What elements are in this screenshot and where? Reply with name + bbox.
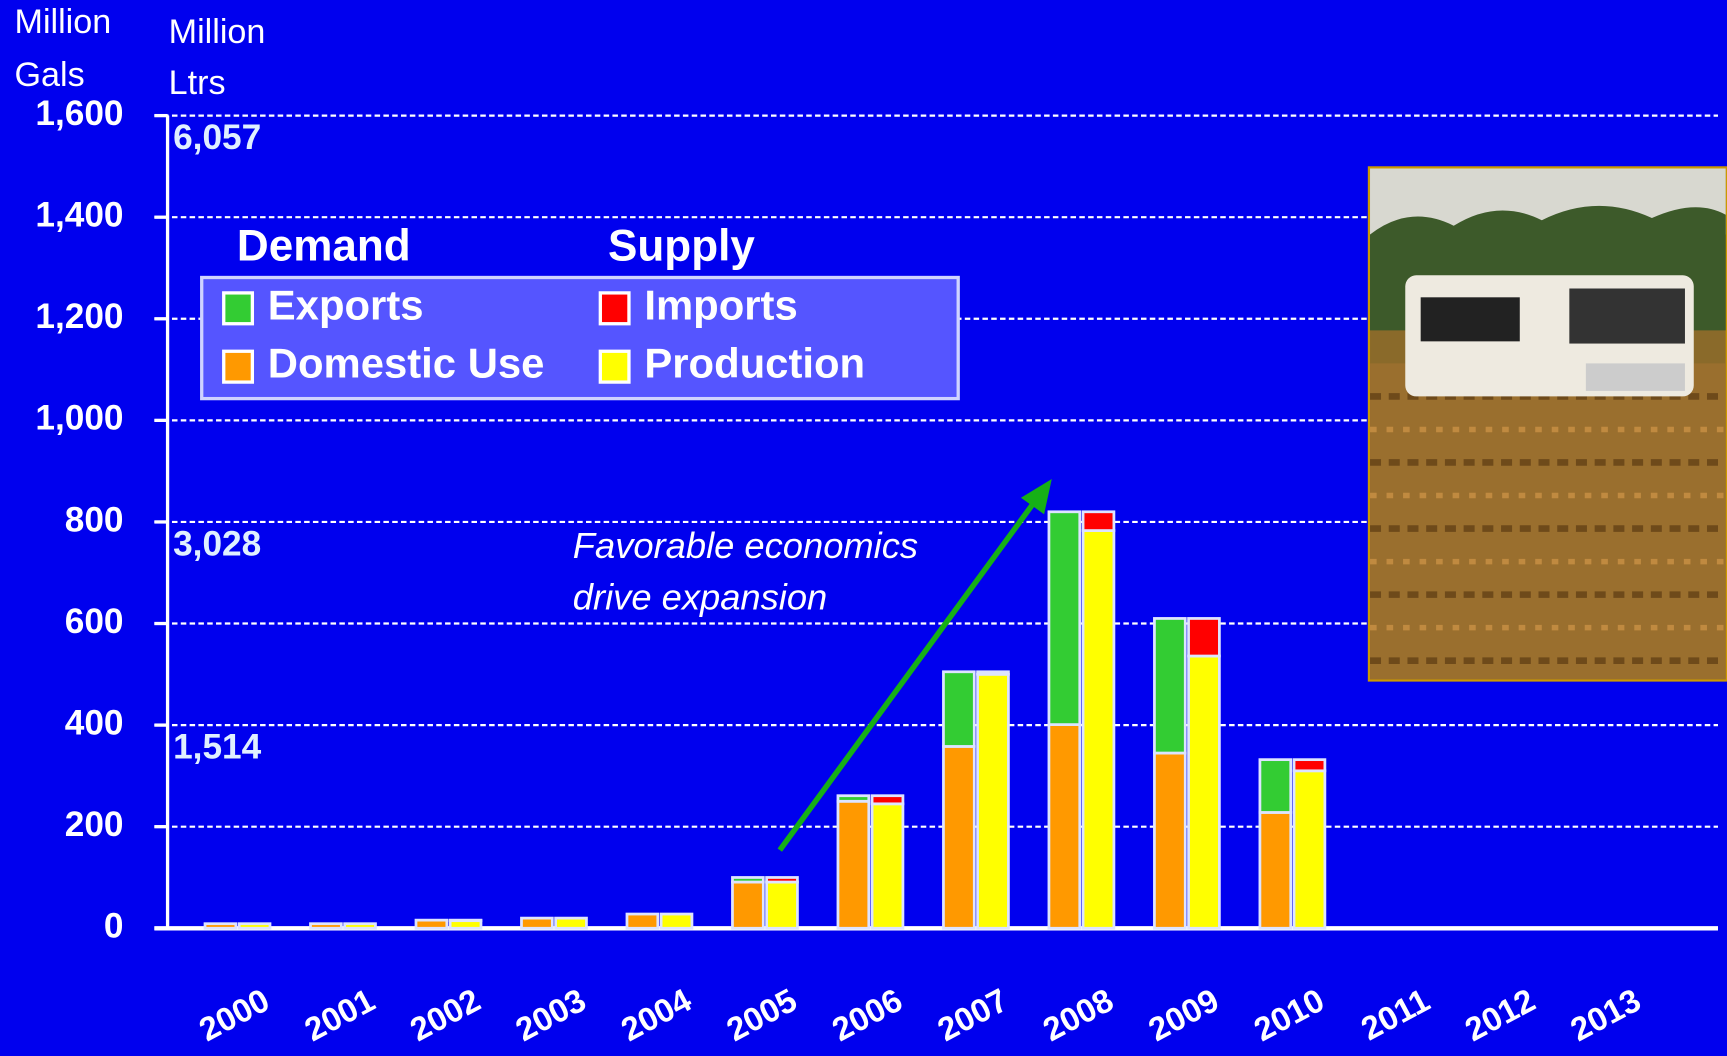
bar-segment xyxy=(765,876,799,884)
bar-segment xyxy=(309,922,343,930)
bar-segment xyxy=(520,916,554,930)
bar-segment xyxy=(836,799,871,930)
bar-segment xyxy=(1187,617,1221,658)
y-tick-label: 200 xyxy=(65,805,124,844)
legend-label: Imports xyxy=(644,281,797,328)
legend-header: Supply xyxy=(608,221,755,270)
y2-tick-label: 6,057 xyxy=(173,118,261,157)
bar-segment xyxy=(942,745,976,930)
bar-segment xyxy=(976,672,1010,930)
y-tick-label: 400 xyxy=(65,703,124,742)
y2-tick-label: 1,514 xyxy=(173,728,262,767)
bar-segment xyxy=(1292,769,1327,930)
legend-swatch xyxy=(222,291,255,326)
legend-box xyxy=(200,275,960,401)
y2-axis-title: Million xyxy=(169,13,266,51)
photo xyxy=(1367,166,1727,682)
y-tick-label: 1,200 xyxy=(35,297,123,336)
bar-segment xyxy=(870,802,905,930)
legend-label: Domestic Use xyxy=(268,340,545,387)
legend-swatch xyxy=(222,349,255,384)
bar-segment xyxy=(203,922,238,930)
bar-segment xyxy=(836,794,871,803)
bar-segment xyxy=(554,916,588,930)
bar-segment xyxy=(765,880,799,930)
bar-segment xyxy=(976,670,1010,676)
bar-segment xyxy=(1081,529,1116,930)
bar-segment xyxy=(1258,758,1293,814)
bar-segment xyxy=(1047,510,1082,726)
legend-label: Exports xyxy=(268,281,424,328)
arrow xyxy=(777,478,1052,852)
bar-segment xyxy=(414,918,449,930)
bar-segment xyxy=(731,876,765,884)
y-tick-label: 1,400 xyxy=(35,196,123,235)
annotation: drive expansion xyxy=(573,577,827,618)
bar-segment xyxy=(1153,617,1187,755)
bar-segment xyxy=(237,922,272,930)
legend-header: Demand xyxy=(237,221,411,270)
y-tick-label: 600 xyxy=(65,602,124,641)
bar-segment xyxy=(1081,510,1116,532)
bar-segment xyxy=(448,918,483,923)
bar-segment xyxy=(1292,758,1327,773)
y-tick-label: 0 xyxy=(104,907,124,946)
bar-segment xyxy=(343,922,377,930)
legend-swatch xyxy=(598,349,631,384)
bar-segment xyxy=(942,670,976,748)
bars xyxy=(203,510,1327,930)
annotation: Favorable economics xyxy=(573,525,918,566)
y-axis-title: Million xyxy=(15,3,112,41)
legend: Demand Exports Domestic Use Supply Imports Pr… xyxy=(222,221,865,387)
bar-segment xyxy=(659,912,694,930)
bar-segment xyxy=(1153,751,1187,930)
bar-segment xyxy=(870,794,905,806)
y-tick-label: 1,600 xyxy=(35,94,123,133)
y-tick-label: 1,000 xyxy=(35,399,123,438)
bar-segment xyxy=(731,880,765,930)
y-axis-title: Gals xyxy=(15,56,85,94)
legend-swatch xyxy=(598,291,631,326)
bar-segment xyxy=(1047,723,1082,930)
y2-tick-label: 3,028 xyxy=(173,525,261,564)
legend-label: Production xyxy=(644,340,865,387)
y-tick-label: 800 xyxy=(65,500,124,539)
bar-segment xyxy=(1258,811,1293,930)
bar-segment xyxy=(625,912,660,930)
bar-segment xyxy=(1187,654,1221,930)
y2-axis-title: Ltrs xyxy=(169,64,226,102)
